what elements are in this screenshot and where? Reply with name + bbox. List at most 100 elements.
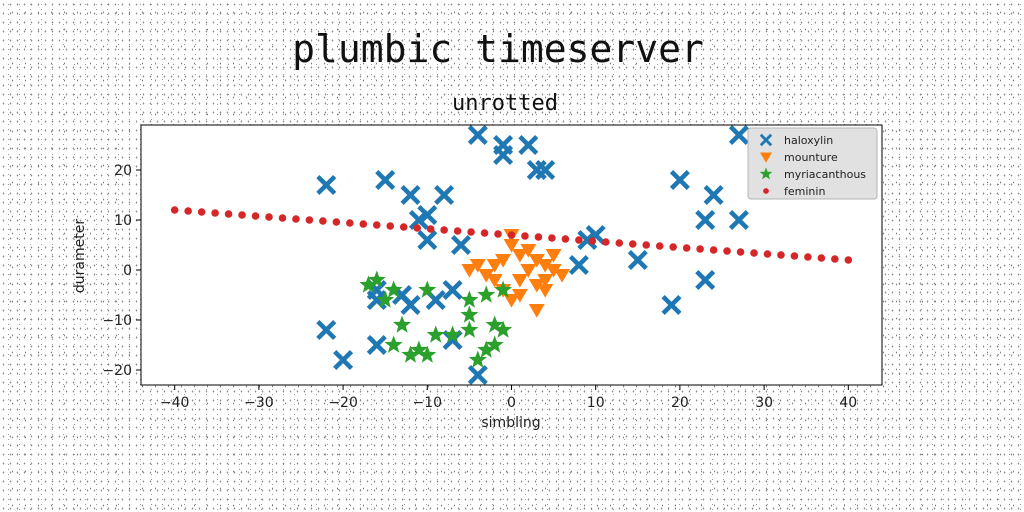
point-haloxylin xyxy=(417,230,438,250)
point-haloxylin xyxy=(467,125,488,145)
point-feminin xyxy=(305,216,314,224)
point-haloxylin xyxy=(366,335,387,355)
point-feminin xyxy=(561,235,570,243)
chart-title: unrotted xyxy=(452,91,558,116)
point-feminin xyxy=(480,229,489,237)
point-feminin xyxy=(413,224,421,232)
series-feminin xyxy=(170,206,853,264)
point-haloxylin xyxy=(518,135,539,155)
point-myriacanthous xyxy=(401,345,420,363)
point-feminin xyxy=(750,249,758,257)
legend-item-feminin: feminin xyxy=(763,185,825,198)
point-haloxylin xyxy=(467,365,488,385)
point-myriacanthous xyxy=(393,315,412,333)
point-myriacanthous xyxy=(468,350,487,368)
point-mounture xyxy=(503,239,520,253)
point-myriacanthous xyxy=(485,315,504,333)
point-feminin xyxy=(736,248,745,256)
point-mounture xyxy=(486,274,503,288)
point-myriacanthous xyxy=(367,270,386,288)
point-feminin xyxy=(790,252,799,260)
point-feminin xyxy=(696,245,704,253)
point-myriacanthous xyxy=(460,290,479,308)
point-feminin xyxy=(426,225,435,233)
legend-label-haloxylin: haloxylin xyxy=(784,134,833,147)
point-myriacanthous xyxy=(376,290,395,308)
point-feminin xyxy=(278,214,287,222)
point-mounture xyxy=(528,304,545,318)
legend-box xyxy=(747,127,878,200)
point-feminin xyxy=(211,209,219,217)
point-feminin xyxy=(170,206,179,214)
legend: haloxylin mounture myriacanthous feminin xyxy=(747,127,878,200)
point-feminin xyxy=(386,222,395,230)
x-tick-label: 0 xyxy=(507,395,516,411)
legend-marker-mounture xyxy=(760,152,772,163)
x-tick-label: 20 xyxy=(671,395,689,411)
point-haloxylin xyxy=(493,145,514,165)
point-feminin xyxy=(265,213,273,221)
point-myriacanthous xyxy=(359,275,378,293)
point-feminin xyxy=(575,236,583,244)
point-haloxylin xyxy=(434,185,455,205)
point-haloxylin xyxy=(400,185,421,205)
point-mounture xyxy=(537,284,554,298)
y-tick-label: 20 xyxy=(114,163,132,179)
point-feminin xyxy=(804,253,812,261)
x-tick-label: 10 xyxy=(587,395,605,411)
point-feminin xyxy=(615,239,624,247)
point-feminin xyxy=(521,232,529,240)
x-tick-label: −30 xyxy=(244,395,274,411)
point-mounture xyxy=(554,269,571,283)
x-tick-label: −40 xyxy=(160,395,190,411)
x-tick-label: 40 xyxy=(839,395,857,411)
point-feminin xyxy=(548,234,556,242)
point-feminin xyxy=(602,238,610,246)
point-myriacanthous xyxy=(426,325,445,343)
point-mounture xyxy=(503,294,520,308)
point-myriacanthous xyxy=(443,325,462,343)
point-mounture xyxy=(545,249,562,263)
y-tick-label: 0 xyxy=(123,263,132,279)
point-haloxylin xyxy=(568,255,589,275)
x-tick-label: −20 xyxy=(328,395,358,411)
legend-item-haloxylin: haloxylin xyxy=(759,133,833,147)
x-tick-label: −10 xyxy=(413,395,443,411)
point-haloxylin xyxy=(703,185,724,205)
point-haloxylin xyxy=(695,210,716,230)
point-feminin xyxy=(453,227,462,235)
point-feminin xyxy=(184,207,192,215)
point-feminin xyxy=(763,250,772,258)
point-mounture xyxy=(511,249,528,263)
point-feminin xyxy=(588,237,597,245)
point-haloxylin xyxy=(451,235,471,255)
point-mounture xyxy=(520,264,537,278)
point-haloxylin xyxy=(400,295,421,315)
point-feminin xyxy=(440,226,448,234)
point-haloxylin xyxy=(442,280,463,300)
point-feminin xyxy=(251,212,260,220)
point-feminin xyxy=(628,240,637,248)
point-feminin xyxy=(197,208,206,216)
point-myriacanthous xyxy=(384,280,403,298)
point-haloxylin xyxy=(535,160,556,180)
point-mounture xyxy=(511,289,528,303)
point-mounture xyxy=(511,274,528,288)
y-tick-label: 10 xyxy=(114,213,132,229)
point-myriacanthous xyxy=(494,280,513,298)
point-myriacanthous xyxy=(485,335,504,353)
point-feminin xyxy=(238,211,246,219)
point-myriacanthous xyxy=(494,320,513,338)
legend-label-myriacanthous: myriacanthous xyxy=(784,168,866,181)
point-feminin xyxy=(723,247,731,255)
legend-label-feminin: feminin xyxy=(784,185,825,198)
point-mounture xyxy=(537,274,554,288)
point-mounture xyxy=(469,259,486,273)
point-feminin xyxy=(817,254,826,262)
x-axis-label: simbling xyxy=(481,415,540,431)
point-feminin xyxy=(655,242,664,250)
point-haloxylin xyxy=(333,350,354,370)
point-mounture xyxy=(528,279,545,293)
point-haloxylin xyxy=(627,250,648,270)
point-mounture xyxy=(478,269,495,283)
